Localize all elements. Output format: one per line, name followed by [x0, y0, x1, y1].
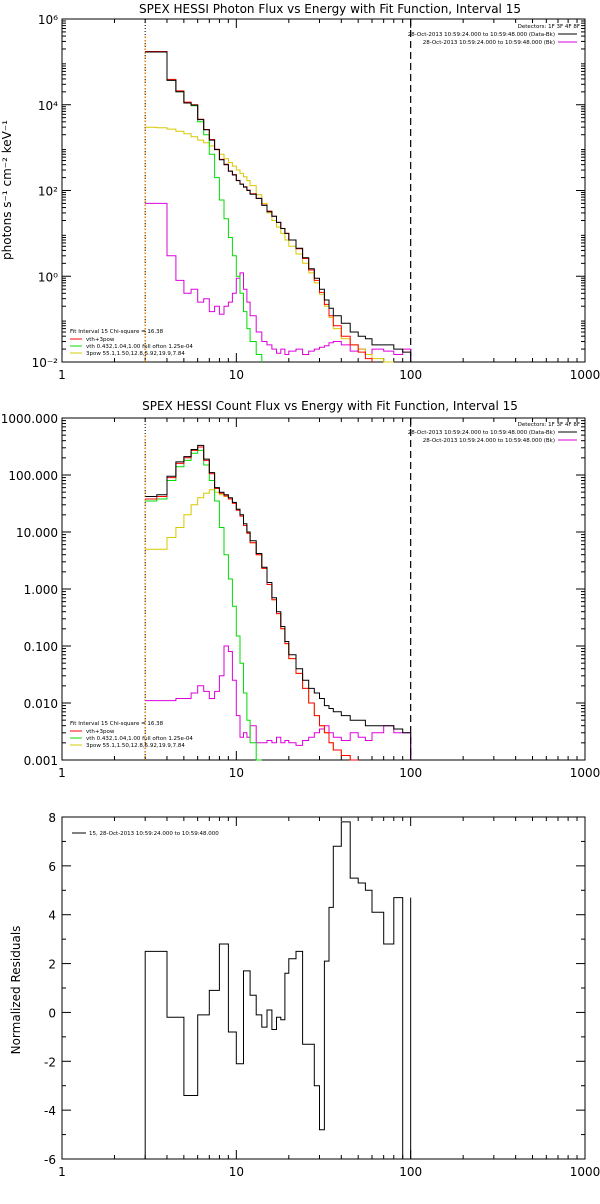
- legend-data-minus-bk: 28-Oct-2013 10:59:24.000 to 10:59:48.000…: [408, 430, 555, 436]
- x-tick-label: 100: [399, 766, 422, 780]
- x-tick-label: 1000: [570, 368, 600, 382]
- legend-power: 3pow 55.1,1.50,12.8,5.92,19.9,7.84: [86, 351, 185, 357]
- series-vth-3pow-step-line: [145, 446, 359, 761]
- y-tick-label: 2: [48, 958, 56, 972]
- photon-flux-legend-top: Detectors: 1F 3F 4F 8F 28-Oct-2013 10:59…: [408, 24, 580, 46]
- residuals-series: [144, 821, 412, 1160]
- residuals-axes-frame: [61, 816, 586, 1160]
- series-data-bk-step-line: [145, 51, 412, 362]
- y-tick-label: 10⁴: [38, 99, 58, 113]
- y-tick-label: 10⁰: [38, 270, 58, 284]
- y-tick-label: 10²: [38, 185, 58, 199]
- series-data-bk-step-line: [145, 444, 412, 760]
- y-tick-label: 1000.000: [1, 412, 58, 426]
- y-tick-label: 1.000: [24, 583, 58, 597]
- y-tick-label: 8: [48, 811, 56, 825]
- legend-bk: 28-Oct-2013 10:59:24.000 to 10:59:48.000…: [423, 438, 555, 444]
- y-tick-label: 6: [48, 860, 56, 874]
- count-flux-legend-bottom: Fit Interval 15 Chi-square = 16.38 vth+3…: [70, 721, 193, 749]
- y-tick-label: -4: [44, 1104, 56, 1118]
- photon-flux-axes-frame: [61, 18, 586, 363]
- x-tick-label: 100: [399, 1165, 422, 1179]
- count-flux-axes-frame: [61, 417, 586, 761]
- residuals-y-axis-label: Normalized Residuals: [9, 926, 23, 1055]
- y-tick-label: 0: [48, 1006, 56, 1020]
- photon-flux-series: [145, 51, 412, 363]
- legend-bk: 28-Oct-2013 10:59:24.000 to 10:59:48.000…: [423, 40, 555, 46]
- x-tick-label: 1000: [570, 766, 600, 780]
- photon-flux-title: SPEX HESSI Photon Flux vs Energy with Fi…: [139, 2, 521, 16]
- y-tick-label: 4: [48, 909, 56, 923]
- legend-total-fit: vth+3pow: [86, 729, 115, 735]
- residuals-legend: 15, 28-Oct-2013 10:59:24.000 to 10:59:48…: [89, 831, 219, 837]
- legend-detectors: Detectors: 1F 3F 4F 8F: [518, 24, 580, 30]
- legend-thermal: vth 0.432,1.04,1.00 full ofton 1.25e-04: [86, 736, 193, 742]
- legend-data-minus-bk: 28-Oct-2013 10:59:24.000 to 10:59:48.000…: [408, 32, 555, 38]
- y-tick-label: -2: [44, 1055, 56, 1069]
- series-vth-step-line: [145, 51, 263, 362]
- legend-fit-interval: Fit Interval 15 Chi-square = 16.38: [70, 329, 164, 335]
- legend-total-fit: vth+3pow: [86, 337, 115, 343]
- y-tick-label: 0.010: [24, 697, 58, 711]
- x-tick-label: 1: [58, 1165, 66, 1179]
- y-tick-label: 10⁻²: [32, 356, 59, 370]
- count-flux-title: SPEX HESSI Count Flux vs Energy with Fit…: [142, 399, 518, 413]
- y-tick-label: 10⁶: [38, 13, 58, 27]
- y-tick-label: 0.001: [24, 754, 58, 768]
- residuals-panel: Normalized Residuals 1 10 100 1000 -6 -4 -2 0 2 4…: [9, 811, 600, 1179]
- x-tick-label: 10: [229, 368, 244, 382]
- series-3pow-step-line: [145, 126, 394, 363]
- count-flux-energy-markers: [144, 418, 412, 760]
- legend-fit-interval: Fit Interval 15 Chi-square = 16.38: [70, 721, 164, 727]
- x-tick-label: 10: [229, 1165, 244, 1179]
- series-vth-step-line: [145, 449, 262, 761]
- y-tick-label: -6: [44, 1153, 56, 1167]
- y-tick-label: 0.100: [24, 640, 58, 654]
- count-flux-ticks: 1 10 100 1000 0.001 0.010 0.100 1.000 10.000 100.…: [1, 412, 600, 780]
- series-3pow-step-line: [145, 489, 359, 761]
- y-tick-label: 100.000: [8, 469, 58, 483]
- photon-flux-legend-bottom: Fit Interval 15 Chi-square = 16.38 vth+3…: [70, 329, 193, 357]
- photon-flux-ticks: 1 10 100 1000 10⁻² 10⁰ 10² 10⁴ 10⁶: [32, 13, 600, 382]
- x-tick-label: 1000: [570, 1165, 600, 1179]
- series-bk-step-line: [145, 202, 412, 362]
- count-flux-legend-top: Detectors: 1F 3F 4F 8F 28-Oct-2013 10:59…: [408, 422, 580, 444]
- residuals-ticks: 1 10 100 1000 -6 -4 -2 0 2 4 6 8: [44, 811, 600, 1179]
- x-tick-label: 1: [58, 368, 66, 382]
- photon-flux-energy-markers: [144, 19, 412, 362]
- series-bk-step-line: [145, 645, 412, 760]
- legend-thermal: vth 0.432,1.04,1.00 full ofton 1.25e-04: [86, 344, 193, 350]
- count-flux-panel: SPEX HESSI Count Flux vs Energy with Fit…: [1, 399, 600, 780]
- photon-flux-panel: SPEX HESSI Photon Flux vs Energy with Fi…: [0, 2, 600, 382]
- series-15-28-oct-2013-10-59-24-000-to-10-59-48-000-step-line: [144, 821, 411, 1160]
- x-tick-label: 10: [229, 766, 244, 780]
- count-flux-series: [145, 444, 412, 761]
- photon-flux-y-axis-label: photons s⁻¹ cm⁻² keV⁻¹: [0, 120, 14, 260]
- x-tick-label: 1: [58, 766, 66, 780]
- x-tick-label: 100: [399, 368, 422, 382]
- legend-power: 3pow 55.1,1.50,12.8,5.92,19.9,7.84: [86, 743, 185, 749]
- legend-detectors: Detectors: 1F 3F 4F 8F: [518, 422, 580, 428]
- y-tick-label: 10.000: [16, 526, 58, 540]
